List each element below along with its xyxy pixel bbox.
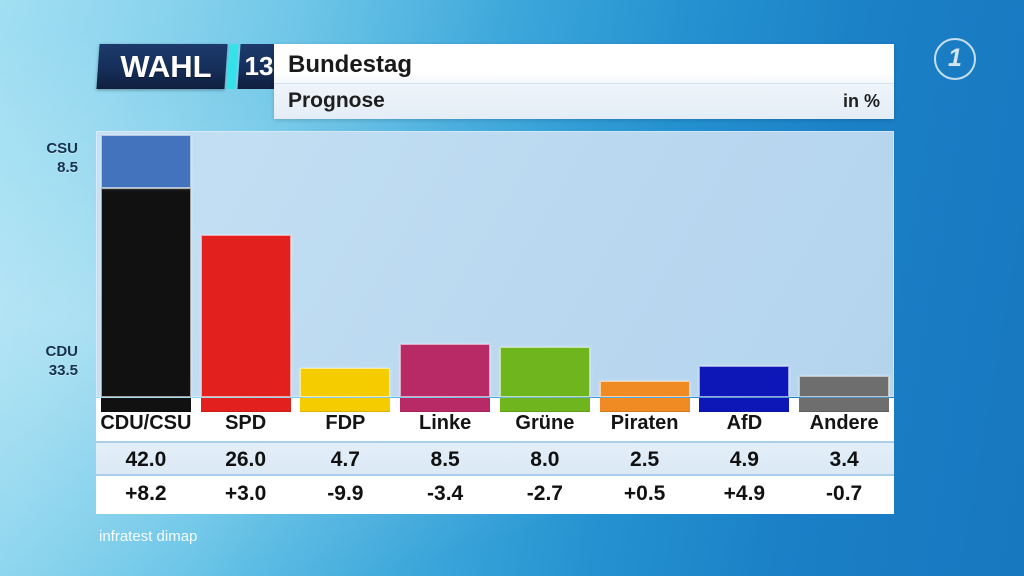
party-name-label: Piraten xyxy=(610,412,679,434)
party-change-label: -0.7 xyxy=(826,482,863,505)
wahl-logo-label: WAHL xyxy=(120,49,212,84)
table-cell-change-gr-ne: -2.7 xyxy=(495,476,595,514)
table-row-values: 42.0 26.0 4.7 8.5 8.0 2.5 4.9 3.4 xyxy=(96,441,894,476)
bar-column-afd xyxy=(699,131,790,397)
party-value-label: 8.5 xyxy=(430,448,460,471)
table-cell-value-piraten: 2.5 xyxy=(595,443,695,474)
bar-column-linke xyxy=(400,131,491,397)
party-color-swatch xyxy=(400,398,491,412)
table-cell-party-gr-ne: Grüne xyxy=(495,398,595,441)
party-color-swatch xyxy=(799,398,890,412)
table-cell-value-linke: 8.5 xyxy=(395,443,495,474)
bar-column-fdp xyxy=(300,131,391,397)
table-cell-change-andere: -0.7 xyxy=(794,476,894,514)
bar-column-gr-ne xyxy=(499,131,590,397)
party-change-label: -3.4 xyxy=(427,482,464,505)
table-cell-value-fdp: 4.7 xyxy=(296,443,396,474)
party-value-label: 2.5 xyxy=(630,448,660,471)
party-color-swatch xyxy=(599,398,690,412)
party-change-label: +3.0 xyxy=(224,482,267,505)
table-cell-change-linke: -3.4 xyxy=(395,476,495,514)
table-cell-party-spd: SPD xyxy=(196,398,296,441)
party-color-swatch xyxy=(699,398,790,412)
party-name-label: FDP xyxy=(325,412,366,434)
party-color-swatch xyxy=(499,398,590,412)
ard-logo-icon: 1 xyxy=(934,38,976,80)
bar-linke xyxy=(400,343,491,397)
bar-andere xyxy=(799,375,890,397)
wahl-logo: WAHL 13 xyxy=(96,44,281,89)
table-cell-party-piraten: Piraten xyxy=(595,398,695,441)
party-change-label: +4.9 xyxy=(723,482,766,505)
party-change-label: -9.9 xyxy=(327,482,364,505)
table-cell-change-piraten: +0.5 xyxy=(595,476,695,514)
bar-segment-cdu xyxy=(100,188,191,397)
party-name-label: SPD xyxy=(225,412,267,434)
ard-logo-numeral: 1 xyxy=(948,44,962,72)
party-value-label: 4.9 xyxy=(729,448,759,471)
axis-label-csu: CSU 8.5 xyxy=(18,139,78,177)
table-cell-value-cdu-csu: 42.0 xyxy=(96,443,196,474)
party-color-swatch xyxy=(100,398,191,412)
bar-column-andere xyxy=(799,131,890,397)
party-color-swatch xyxy=(200,398,291,412)
table-cell-party-linke: Linke xyxy=(395,398,495,441)
table-cell-party-cdu-csu: CDU/CSU xyxy=(96,398,196,441)
bar-spd xyxy=(200,234,291,397)
table-cell-change-fdp: -9.9 xyxy=(296,476,396,514)
table-cell-party-andere: Andere xyxy=(794,398,894,441)
bar-column-cdu-csu xyxy=(100,131,191,397)
party-color-swatch xyxy=(300,398,391,412)
axis-label-cdu: CDU 33.5 xyxy=(18,342,79,380)
source-credit: infratest dimap xyxy=(99,528,198,545)
table-row-party-names: CDU/CSU SPD FDP Linke Grüne Piraten AfD Andere xyxy=(96,398,894,441)
party-name-label: Andere xyxy=(809,412,879,434)
results-table: CDU/CSU SPD FDP Linke Grüne Piraten AfD Andere … xyxy=(96,398,894,516)
bar-segment-csu xyxy=(100,135,191,189)
table-row-changes: +8.2 +3.0 -9.9 -3.4 -2.7 +0.5 +4.9 -0.7 xyxy=(96,476,894,514)
table-cell-party-fdp: FDP xyxy=(296,398,396,441)
bar-column-piraten xyxy=(599,131,690,397)
bar-afd xyxy=(699,366,790,397)
table-cell-change-spd: +3.0 xyxy=(196,476,296,514)
party-change-label: +0.5 xyxy=(623,482,666,505)
bar-piraten xyxy=(599,381,690,397)
title-row-primary xyxy=(274,44,894,84)
title-row-secondary xyxy=(274,84,894,119)
table-cell-value-afd: 4.9 xyxy=(695,443,795,474)
table-cell-party-afd: AfD xyxy=(695,398,795,441)
party-change-label: +8.2 xyxy=(125,482,167,505)
party-value-label: 8.0 xyxy=(530,448,560,471)
table-cell-change-cdu-csu: +8.2 xyxy=(96,476,196,514)
party-name-label: CDU/CSU xyxy=(100,412,192,434)
party-value-label: 26.0 xyxy=(225,448,267,471)
title-panel: Bundestag Prognose in % xyxy=(274,44,894,119)
bar-gr-ne xyxy=(499,347,590,397)
axis-label-cdu-value: 33.5 xyxy=(48,362,78,379)
axis-label-csu-value: 8.5 xyxy=(57,159,78,176)
bar-column-spd xyxy=(200,131,291,397)
party-name-label: Linke xyxy=(419,412,472,434)
table-cell-change-afd: +4.9 xyxy=(695,476,795,514)
unit-label: in % xyxy=(842,91,880,111)
party-value-label: 3.4 xyxy=(829,448,859,471)
page-title: Bundestag xyxy=(288,51,413,78)
table-cell-value-gr-ne: 8.0 xyxy=(495,443,595,474)
party-value-label: 4.7 xyxy=(330,448,360,471)
bar-series xyxy=(96,131,894,397)
table-cell-value-andere: 3.4 xyxy=(794,443,894,474)
wahl-logo-year-label: 13 xyxy=(244,51,274,81)
axis-label-csu-party: CSU xyxy=(46,140,78,157)
axis-label-cdu-party: CDU xyxy=(45,343,79,360)
page-subtitle: Prognose xyxy=(288,89,385,112)
party-name-label: AfD xyxy=(726,412,763,434)
bar-fdp xyxy=(300,367,391,397)
party-name-label: Grüne xyxy=(515,412,575,434)
party-change-label: -2.7 xyxy=(526,482,563,505)
party-value-label: 42.0 xyxy=(125,448,167,471)
wahl-logo-accent xyxy=(226,44,239,89)
table-cell-value-spd: 26.0 xyxy=(196,443,296,474)
